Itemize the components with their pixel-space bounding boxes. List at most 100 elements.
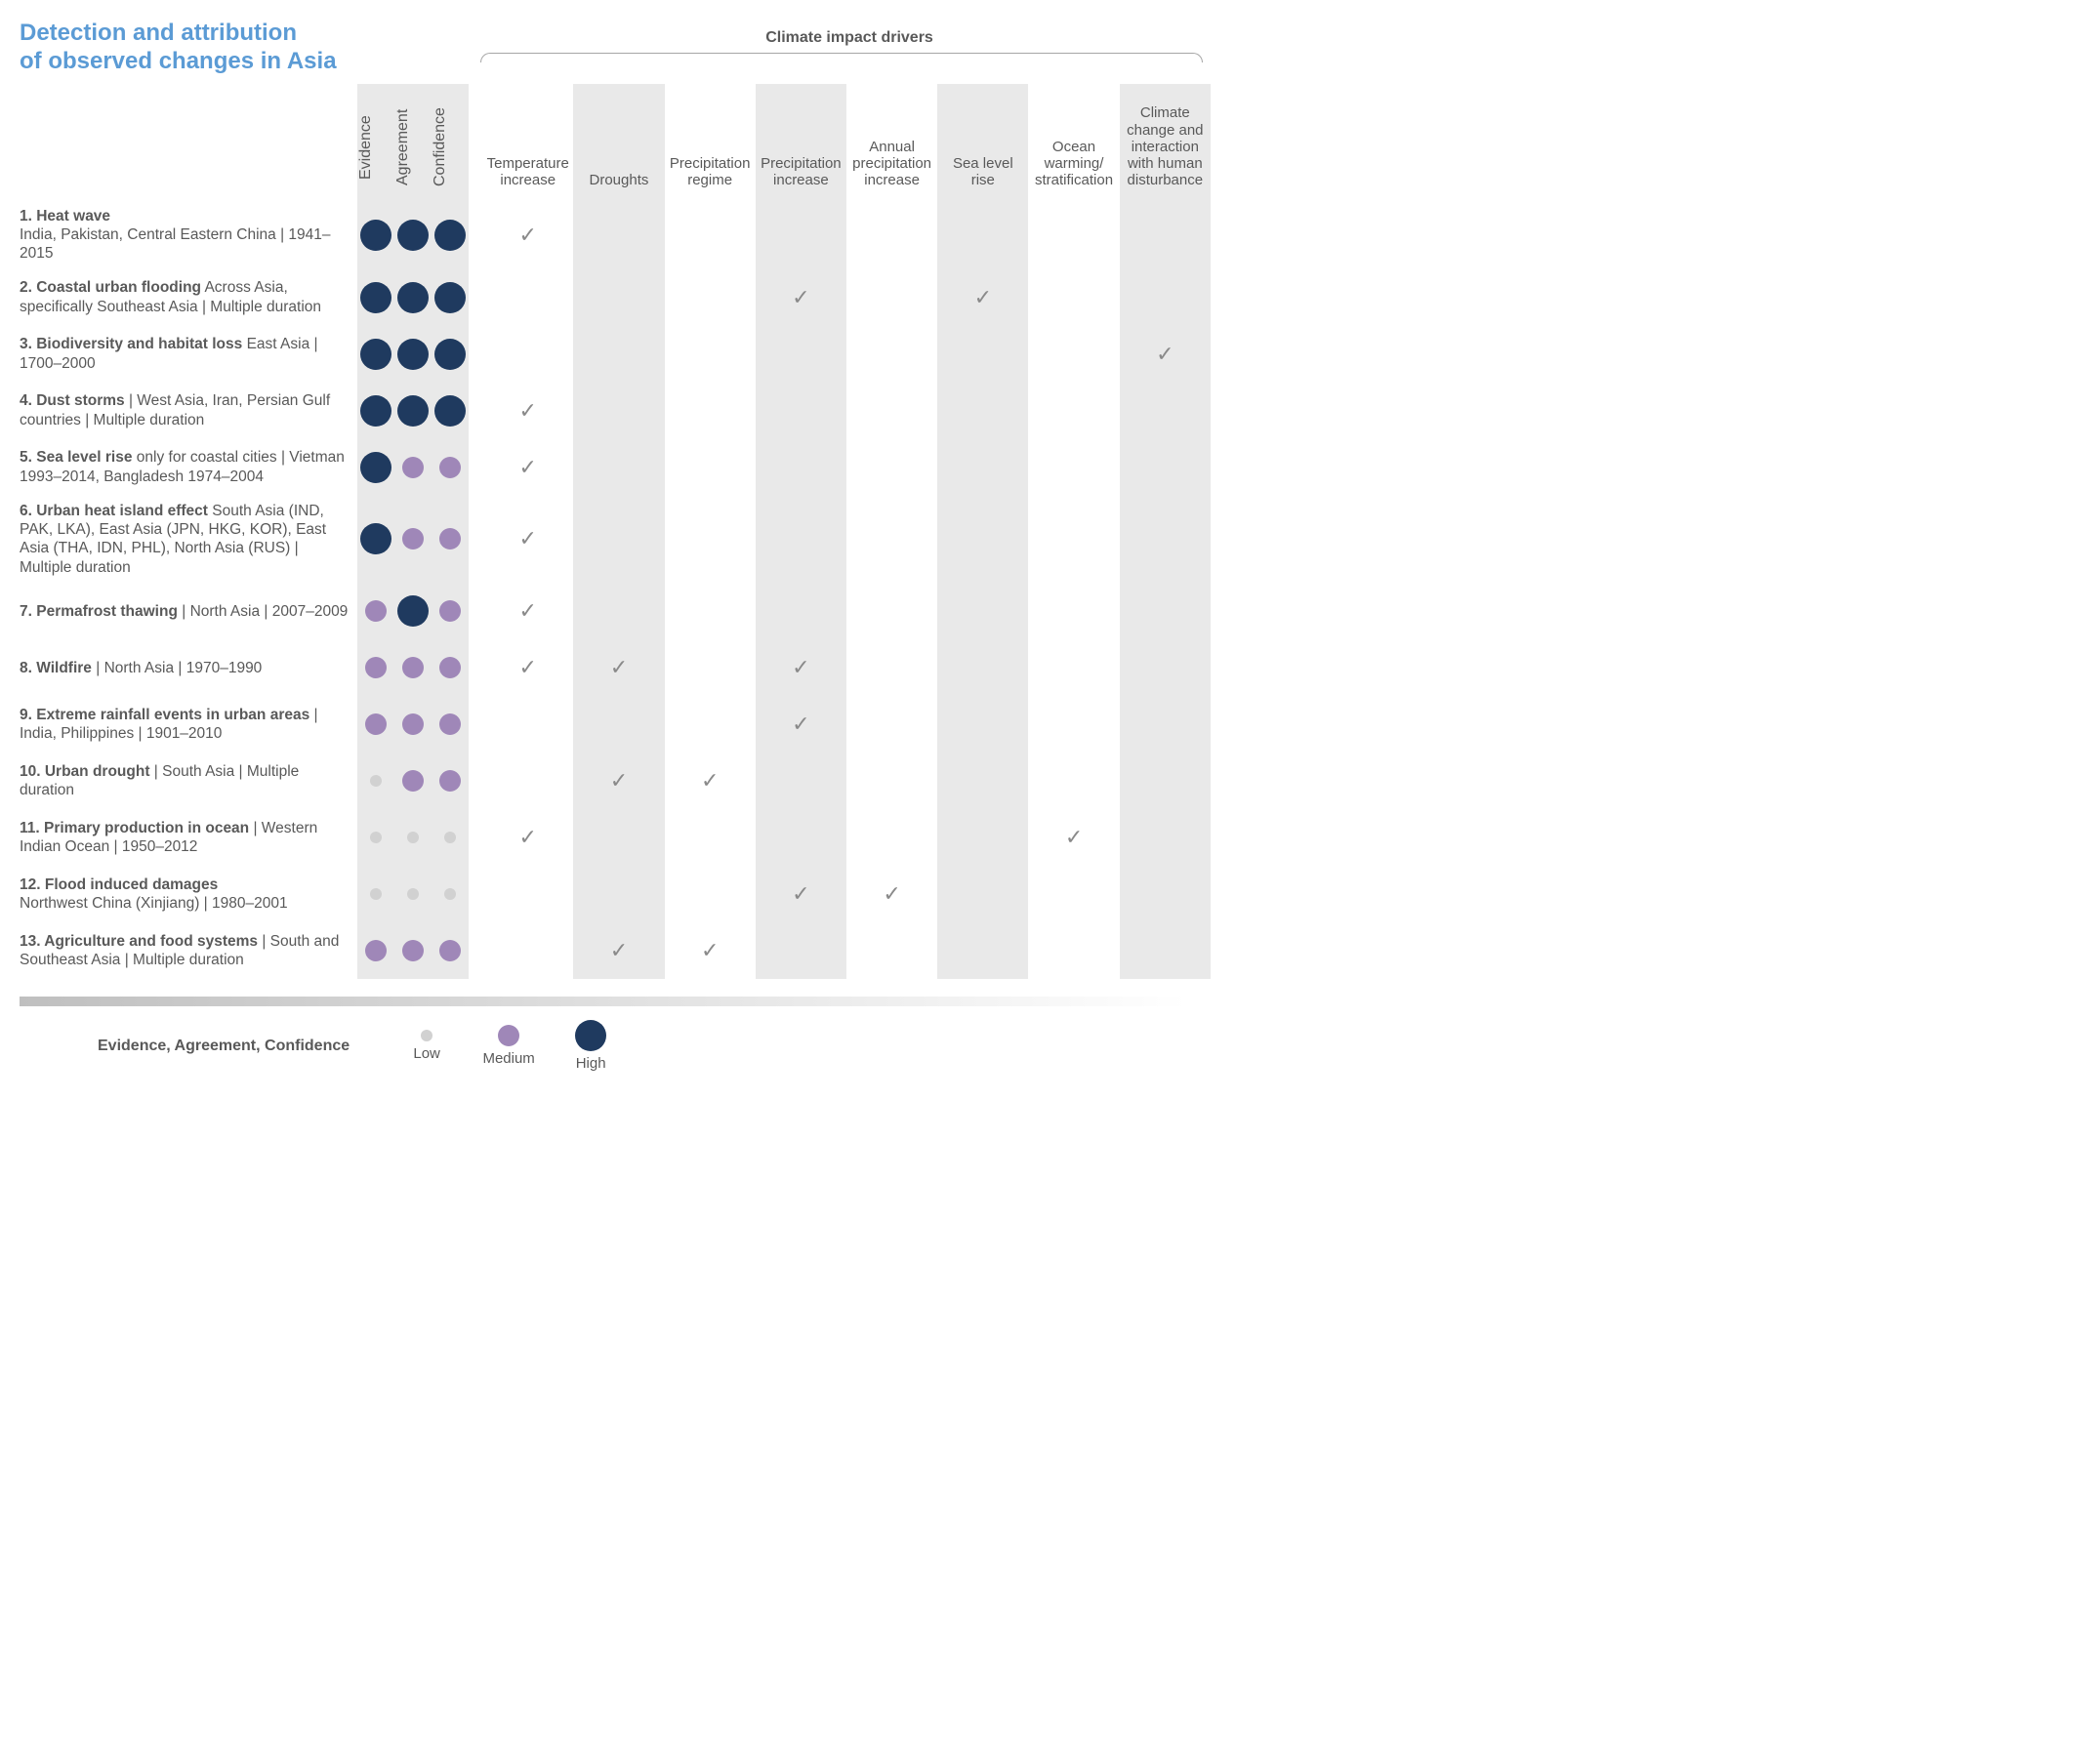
driver-cell [665, 326, 756, 383]
eac-cell [394, 201, 432, 269]
driver-cell [756, 922, 846, 979]
legend-item: Low [392, 1030, 461, 1062]
driver-cell [1028, 326, 1119, 383]
title-line-1: Detection and attribution [20, 20, 297, 46]
driver-cell [573, 269, 664, 326]
driver-cell [1120, 639, 1211, 696]
driver-cell [846, 809, 937, 866]
driver-cell [573, 326, 664, 383]
legend: Evidence, Agreement, Confidence Low Mediu… [20, 1006, 1211, 1072]
level-dot-medium [439, 657, 461, 678]
row-label: 10. Urban drought | South Asia | Multipl… [20, 753, 357, 809]
level-dot-medium [439, 457, 461, 478]
eac-cell [432, 269, 469, 326]
eac-cell [357, 201, 394, 269]
eac-cell [432, 439, 469, 496]
table-row: 13. Agriculture and food systems | South… [20, 922, 1211, 979]
driver-cell [937, 753, 1028, 809]
driver-cell [665, 809, 756, 866]
driver-cell [1028, 866, 1119, 922]
level-dot-high [360, 452, 391, 483]
legend-item-label: Medium [482, 1050, 534, 1067]
level-dot-medium [439, 528, 461, 550]
level-dot-medium [365, 940, 387, 961]
bracket [480, 53, 1203, 62]
driver-cell [1028, 269, 1119, 326]
table-row: 2. Coastal urban flooding Across Asia, s… [20, 269, 1211, 326]
driver-cell [1028, 496, 1119, 584]
driver-cell: ✓ [573, 639, 664, 696]
level-dot-low [370, 775, 382, 787]
level-dot-medium [439, 713, 461, 735]
driver-cell [665, 201, 756, 269]
check-icon: ✓ [519, 825, 537, 849]
table-row: 12. Flood induced damagesNorthwest China… [20, 866, 1211, 922]
driver-cell [1120, 439, 1211, 496]
legend-item: Medium [474, 1025, 543, 1067]
table-row: 3. Biodiversity and habitat loss East As… [20, 326, 1211, 383]
eac-cell [432, 496, 469, 584]
eac-header-confidence: Confidence [432, 84, 449, 201]
row-label: 9. Extreme rainfall events in urban area… [20, 696, 357, 753]
driver-cell: ✓ [482, 201, 573, 269]
level-dot-high [434, 395, 466, 427]
driver-cell [1120, 201, 1211, 269]
driver-cell [937, 922, 1028, 979]
driver-cell [756, 496, 846, 584]
row-label: 5. Sea level rise only for coastal citie… [20, 439, 357, 496]
eac-cell [432, 696, 469, 753]
level-dot-high [397, 395, 429, 427]
level-dot-high [434, 339, 466, 370]
driver-cell [482, 753, 573, 809]
driver-cell [846, 922, 937, 979]
driver-cell [756, 326, 846, 383]
check-icon: ✓ [519, 223, 537, 247]
driver-cell [1120, 696, 1211, 753]
check-icon: ✓ [519, 526, 537, 550]
driver-cell [846, 201, 937, 269]
driver-cell: ✓ [482, 439, 573, 496]
driver-cell [846, 383, 937, 439]
check-icon: ✓ [974, 285, 992, 309]
driver-cell [937, 201, 1028, 269]
eac-cell [394, 326, 432, 383]
eac-cell [394, 639, 432, 696]
eac-cell [357, 439, 394, 496]
eac-cell [357, 583, 394, 639]
matrix-table: Evidence Agreement Confidence Temperatur… [20, 84, 1211, 980]
driver-cell [665, 583, 756, 639]
check-icon: ✓ [701, 938, 719, 962]
level-dot-high [434, 220, 466, 251]
driver-cell [846, 696, 937, 753]
legend-label: Evidence, Agreement, Confidence [98, 1038, 350, 1055]
table-row: 10. Urban drought | South Asia | Multipl… [20, 753, 1211, 809]
eac-cell [432, 583, 469, 639]
driver-cell [756, 439, 846, 496]
driver-cell: ✓ [846, 866, 937, 922]
eac-cell [394, 269, 432, 326]
driver-cell [1028, 583, 1119, 639]
level-dot-high [397, 339, 429, 370]
level-dot-high [397, 595, 429, 627]
driver-cell [756, 201, 846, 269]
eac-cell [357, 696, 394, 753]
eac-cell [394, 496, 432, 584]
check-icon: ✓ [519, 398, 537, 423]
driver-cell: ✓ [756, 866, 846, 922]
driver-header: Ocean warming/ stratification [1028, 84, 1119, 201]
level-dot-high [397, 220, 429, 251]
driver-cell [937, 866, 1028, 922]
driver-cell [665, 269, 756, 326]
check-icon: ✓ [610, 938, 628, 962]
level-dot-high [575, 1020, 606, 1051]
super-header: Climate impact drivers [703, 29, 996, 47]
eac-cell [357, 639, 394, 696]
driver-cell [665, 439, 756, 496]
level-dot-medium [402, 770, 424, 792]
table-row: 5. Sea level rise only for coastal citie… [20, 439, 1211, 496]
level-dot-low [407, 888, 419, 900]
eac-cell [357, 753, 394, 809]
check-icon: ✓ [792, 881, 809, 906]
eac-cell [394, 383, 432, 439]
driver-cell [1120, 383, 1211, 439]
